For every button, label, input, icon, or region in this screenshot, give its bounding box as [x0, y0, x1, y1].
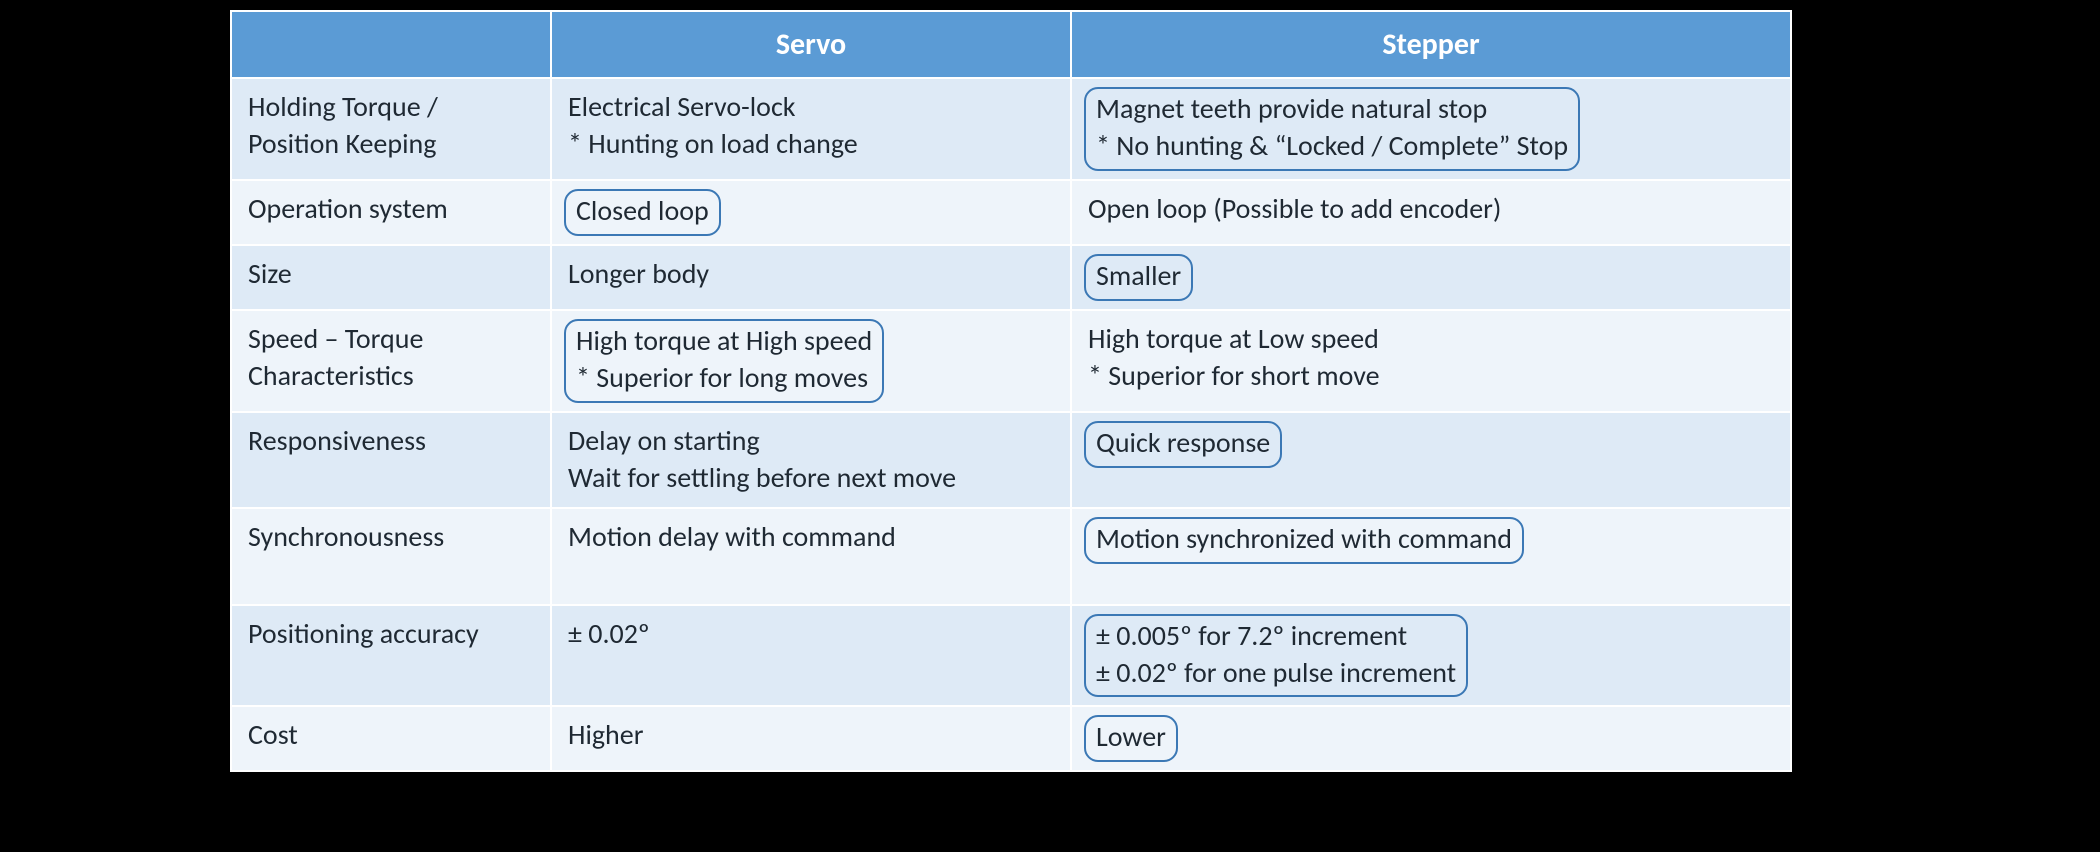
cell-line: * No hunting & “Locked / Complete” Stop: [1096, 128, 1568, 165]
cell-line: Closed loop: [576, 193, 709, 230]
servo-content: Delay on startingWait for settling befor…: [568, 423, 1054, 497]
stepper-cell: Smaller: [1071, 245, 1791, 310]
row-label-line: Speed – Torque: [248, 321, 534, 358]
row-label-line: Responsiveness: [248, 423, 534, 460]
servo-content: Electrical Servo-lock* Hunting on load c…: [568, 89, 1054, 163]
stepper-cell: Magnet teeth provide natural stop* No hu…: [1071, 78, 1791, 180]
cell-line: Quick response: [1096, 425, 1270, 462]
table-row: Holding Torque /Position KeepingElectric…: [231, 78, 1791, 180]
table-row: Operation system Closed loop Open loop (Po…: [231, 180, 1791, 245]
stepper-content: Open loop (Possible to add encoder): [1088, 191, 1774, 228]
stepper-cell: Motion synchronized with command: [1071, 508, 1791, 605]
row-label: Positioning accuracy: [231, 605, 551, 707]
row-label: Responsiveness: [231, 412, 551, 508]
table-row: Size Longer body Smaller: [231, 245, 1791, 310]
servo-cell: Electrical Servo-lock* Hunting on load c…: [551, 78, 1071, 180]
cell-line: Motion delay with command: [568, 519, 1054, 556]
cell-line: ± 0.02º: [568, 616, 1054, 653]
row-label-line: Cost: [248, 717, 534, 754]
highlight-box: Lower: [1084, 715, 1178, 762]
stepper-content: Smaller: [1088, 256, 1774, 299]
stepper-content: Motion synchronized with command: [1088, 519, 1774, 562]
stepper-cell: Open loop (Possible to add encoder): [1071, 180, 1791, 245]
servo-cell: High torque at High speed* Superior for …: [551, 310, 1071, 412]
stepper-cell: Quick response: [1071, 412, 1791, 508]
row-label: Operation system: [231, 180, 551, 245]
cell-line: * Superior for short move: [1088, 358, 1774, 395]
servo-cell: Longer body: [551, 245, 1071, 310]
cell-line: Magnet teeth provide natural stop: [1096, 91, 1568, 128]
cell-line: * Superior for long moves: [576, 360, 872, 397]
cell-line: Lower: [1096, 719, 1166, 756]
table-header-row: Servo Stepper: [231, 11, 1791, 78]
stepper-content: Quick response: [1088, 423, 1774, 466]
row-label: Cost: [231, 706, 551, 771]
row-label: Holding Torque /Position Keeping: [231, 78, 551, 180]
servo-content: High torque at High speed* Superior for …: [568, 321, 1054, 401]
row-label-line: Synchronousness: [248, 519, 534, 556]
highlight-box: Motion synchronized with command: [1084, 517, 1524, 564]
cell-line: Higher: [568, 717, 1054, 754]
servo-cell: ± 0.02º: [551, 605, 1071, 707]
servo-cell: Motion delay with command: [551, 508, 1071, 605]
table-body: Holding Torque /Position KeepingElectric…: [231, 78, 1791, 771]
table-row: Cost Higher Lower: [231, 706, 1791, 771]
stepper-cell: ± 0.005º for 7.2º increment± 0.02º for o…: [1071, 605, 1791, 707]
cell-line: ± 0.02º for one pulse increment: [1096, 655, 1456, 692]
row-label: Synchronousness: [231, 508, 551, 605]
cell-line: ± 0.005º for 7.2º increment: [1096, 618, 1456, 655]
row-label-line: Holding Torque /: [248, 89, 534, 126]
row-label: Size: [231, 245, 551, 310]
row-label-line: Characteristics: [248, 358, 534, 395]
row-label: Speed – TorqueCharacteristics: [231, 310, 551, 412]
servo-content: Longer body: [568, 256, 1054, 293]
row-label-line: Operation system: [248, 191, 534, 228]
cell-line: * Hunting on load change: [568, 126, 1054, 163]
highlight-box: Closed loop: [564, 189, 721, 236]
row-label-line: Positioning accuracy: [248, 616, 534, 653]
table-row: Speed – TorqueCharacteristicsHigh torque…: [231, 310, 1791, 412]
highlight-box: Quick response: [1084, 421, 1282, 468]
cell-line: High torque at Low speed: [1088, 321, 1774, 358]
stepper-cell: High torque at Low speed* Superior for s…: [1071, 310, 1791, 412]
highlight-box: ± 0.005º for 7.2º increment± 0.02º for o…: [1084, 614, 1468, 698]
cell-line: Open loop (Possible to add encoder): [1088, 191, 1774, 228]
servo-cell: Delay on startingWait for settling befor…: [551, 412, 1071, 508]
table-row: Responsiveness Delay on startingWait for …: [231, 412, 1791, 508]
servo-content: Higher: [568, 717, 1054, 754]
cell-line: Delay on starting: [568, 423, 1054, 460]
table-row: Positioning accuracy ± 0.02º ± 0.005º for …: [231, 605, 1791, 707]
stepper-content: High torque at Low speed* Superior for s…: [1088, 321, 1774, 395]
stepper-content: Lower: [1088, 717, 1774, 760]
cell-line: Wait for settling before next move: [568, 460, 1054, 497]
cell-line: Motion synchronized with command: [1096, 521, 1512, 558]
servo-content: Motion delay with command: [568, 519, 1054, 556]
comparison-table: Servo Stepper Holding Torque /Position K…: [230, 10, 1792, 772]
cell-line: Longer body: [568, 256, 1054, 293]
highlight-box: Smaller: [1084, 254, 1193, 301]
table-row: Synchronousness Motion delay with command…: [231, 508, 1791, 605]
page-stage: Servo Stepper Holding Torque /Position K…: [0, 0, 2100, 852]
cell-line: Smaller: [1096, 258, 1181, 295]
stepper-content: ± 0.005º for 7.2º increment± 0.02º for o…: [1088, 616, 1774, 696]
cell-line: Electrical Servo-lock: [568, 89, 1054, 126]
header-stepper: Stepper: [1071, 11, 1791, 78]
header-servo: Servo: [551, 11, 1071, 78]
stepper-content: Magnet teeth provide natural stop* No hu…: [1088, 89, 1774, 169]
row-label-line: Size: [248, 256, 534, 293]
servo-cell: Higher: [551, 706, 1071, 771]
servo-content: Closed loop: [568, 191, 1054, 234]
highlight-box: Magnet teeth provide natural stop* No hu…: [1084, 87, 1580, 171]
servo-content: ± 0.02º: [568, 616, 1054, 653]
row-label-line: Position Keeping: [248, 126, 534, 163]
highlight-box: High torque at High speed* Superior for …: [564, 319, 884, 403]
servo-cell: Closed loop: [551, 180, 1071, 245]
stepper-cell: Lower: [1071, 706, 1791, 771]
header-blank: [231, 11, 551, 78]
cell-line: High torque at High speed: [576, 323, 872, 360]
